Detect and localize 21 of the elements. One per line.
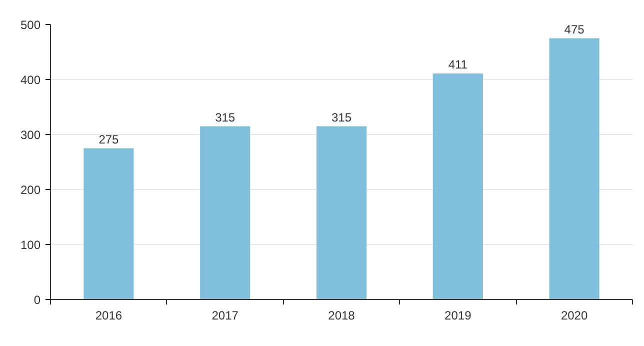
x-tick-label: 2020 <box>560 308 588 322</box>
data-label: 315 <box>215 110 236 124</box>
x-tick-label: 2016 <box>95 308 122 322</box>
data-label: 315 <box>331 110 352 124</box>
data-label: 411 <box>448 57 468 72</box>
bar <box>316 126 367 300</box>
y-tick-label: 0 <box>34 293 41 307</box>
y-tick-label: 200 <box>20 183 41 197</box>
y-tick-label: 300 <box>20 128 41 142</box>
bar <box>549 38 600 300</box>
x-tick-label: 2018 <box>328 308 356 322</box>
x-tick-label: 2019 <box>444 308 472 322</box>
bar <box>432 73 483 300</box>
y-tick-label: 100 <box>20 238 41 252</box>
bar <box>200 126 250 300</box>
y-tick-label: 400 <box>20 73 41 87</box>
data-label: 275 <box>98 132 120 146</box>
bar <box>84 148 134 300</box>
y-tick-label: 500 <box>20 18 41 32</box>
x-tick-label: 2017 <box>212 308 239 322</box>
data-label: 475 <box>564 22 585 36</box>
